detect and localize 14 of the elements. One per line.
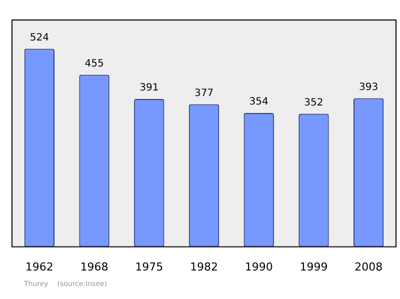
x-tick-label: 1982 [190,260,218,274]
x-tick-label: 2008 [354,260,383,274]
x-tick-label: 1999 [300,260,328,274]
data-label: 377 [194,88,214,99]
data-label: 391 [140,82,159,94]
data-label: 455 [84,58,104,70]
data-label: 393 [359,82,378,93]
x-tick-label: 1990 [244,260,273,274]
data-label: 524 [30,32,49,44]
x-tick-label: 1975 [135,260,164,274]
data-label: 352 [304,97,324,108]
x-tick-label: 1968 [80,260,108,274]
data-label: 354 [249,96,268,108]
x-tick-label: 1962 [25,260,54,274]
